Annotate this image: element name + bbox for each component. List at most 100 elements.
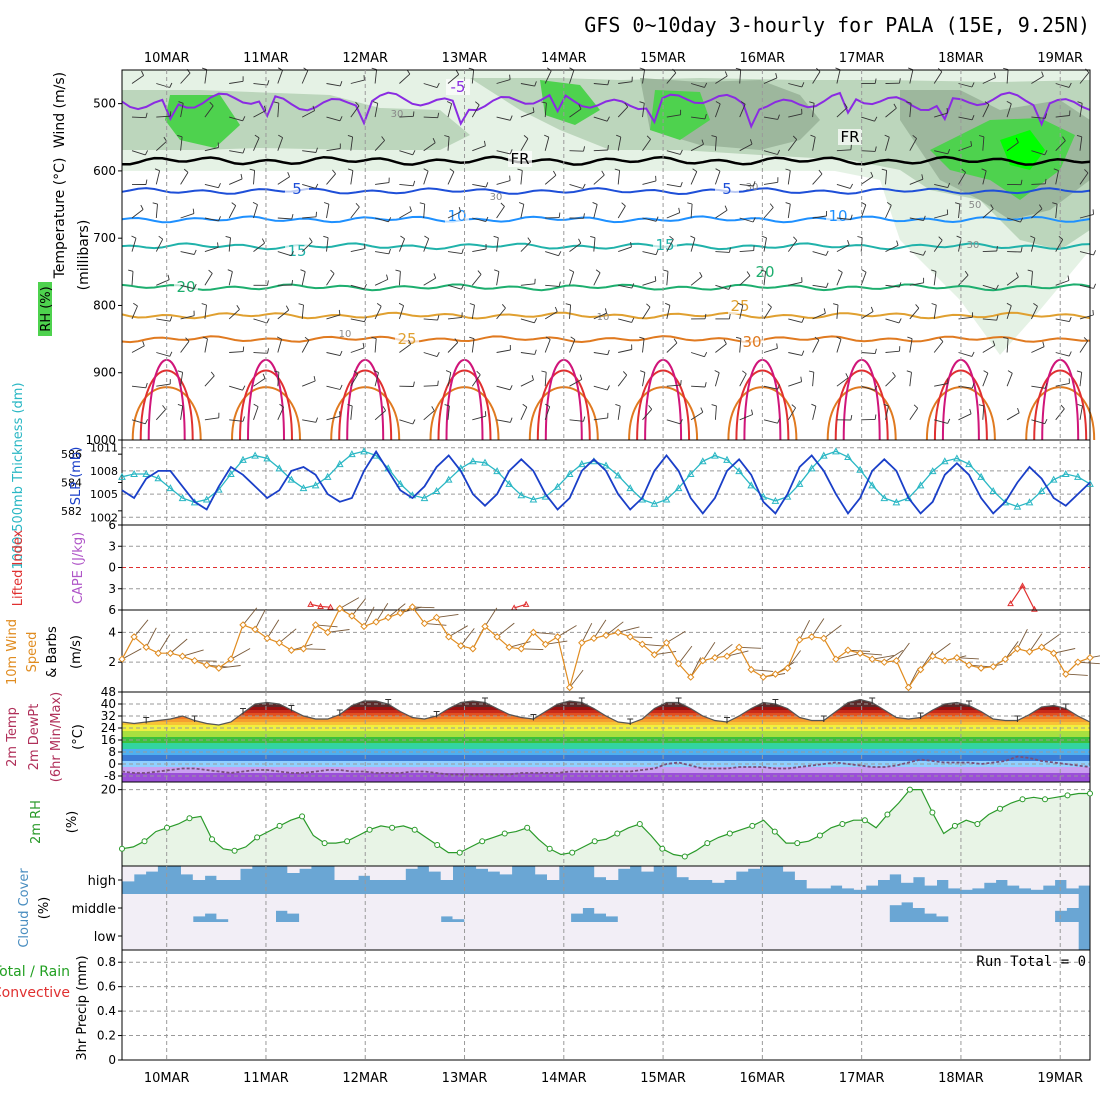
wind10-barb (799, 619, 811, 641)
wind-barb (301, 271, 306, 286)
wind-barb (860, 176, 874, 185)
wind-barb (982, 208, 994, 219)
wind-barb-flag (454, 338, 459, 343)
wind-barb (1006, 217, 1021, 223)
wind-barb-flag (449, 168, 455, 173)
wind-barb (1055, 204, 1058, 219)
rh2m-point (299, 813, 306, 820)
cloud-cell-high (476, 866, 489, 869)
cloud-cell-high (334, 866, 347, 880)
temp-ylabel-minmax: (6hr Min/Max) (49, 692, 64, 782)
cloud-cell-middle (783, 894, 796, 922)
wind10-point (202, 661, 211, 669)
cloud-cell-low (759, 922, 772, 950)
contour-label-bg (285, 243, 309, 259)
wind-barb (520, 379, 534, 387)
wind-barb (593, 312, 607, 320)
cloud-cell-low (322, 922, 335, 950)
rh2m-point (974, 821, 981, 827)
wind-barb-flag (353, 370, 359, 375)
cloud-cell-middle (960, 894, 973, 922)
rh-contour-label: 30 (967, 240, 980, 251)
wind-barb (472, 415, 486, 421)
wind-barb (472, 183, 487, 188)
wind-barb (933, 71, 943, 84)
wind-barb-flag (158, 235, 163, 240)
wind-barb (520, 83, 535, 87)
wind-barb-flag (832, 303, 839, 306)
wind-barb-flag (276, 336, 282, 340)
temp-band (122, 699, 1090, 707)
thickness-point (432, 486, 441, 494)
cloud-cell-low (960, 922, 973, 950)
wind-barb-flag (388, 217, 392, 222)
temp-ylabel-2mtemp: 2m Temp (5, 707, 20, 767)
contour-label: FR (840, 128, 859, 146)
wind-barb (204, 147, 219, 152)
cloud-cell-low (1031, 922, 1044, 950)
wind-barb (496, 271, 500, 286)
cloud-cell-middle (228, 894, 241, 922)
cloud-cell-middle (1054, 894, 1067, 911)
wind-barb (180, 315, 195, 320)
wind-barb-flag (133, 302, 138, 307)
wind-barb-flag (954, 202, 961, 205)
wind-barb (423, 203, 426, 219)
thickness-point (178, 494, 187, 502)
cloud-cell-low (511, 922, 524, 950)
thickness-point (977, 472, 985, 480)
wind-barb-flag (541, 370, 547, 373)
wind-barb-flag (493, 235, 499, 239)
wind-barb-flag (908, 67, 914, 71)
cloud-cell-middle (1066, 894, 1079, 908)
wind-barb (593, 417, 608, 421)
thickness-point (154, 474, 163, 482)
top-date-label: 11MAR (243, 51, 289, 66)
wind-barb-flag (793, 236, 798, 241)
wind-barb (666, 183, 681, 188)
wind-barb (593, 385, 608, 391)
wind-barb (520, 352, 535, 355)
wind-barb (544, 103, 547, 118)
wind-barb-flag (578, 104, 582, 110)
wind-barb-flag (144, 150, 149, 156)
thickness-point (614, 471, 622, 479)
wind-barb (423, 318, 438, 321)
wind-barb-flag (315, 147, 318, 153)
wind-barb (301, 110, 315, 118)
wind10-barb (823, 624, 842, 639)
wind-barb (204, 375, 215, 387)
cloud-cell-high (287, 866, 300, 873)
wind-barb-flag (835, 67, 841, 71)
wind-barb (885, 170, 888, 185)
wind-barb-flag (263, 105, 267, 111)
wind10-point (832, 655, 840, 663)
cloud-cell-low (735, 922, 749, 950)
cloud-cell-low (145, 922, 158, 950)
bottom-date-label: 10MAR (144, 1071, 190, 1086)
wind-barb (666, 150, 681, 155)
wind10-barb (557, 625, 577, 638)
wind-barb (788, 352, 803, 356)
wind-barb-flag (518, 202, 524, 205)
wind-barb (496, 419, 511, 423)
wind-barb-flag (347, 134, 353, 138)
contour-label-bg (740, 334, 764, 350)
bottom-date-label: 12MAR (342, 1071, 388, 1086)
cloud-cell-middle (1042, 894, 1056, 922)
cloud-cell-middle (617, 894, 631, 922)
wind-barb (301, 340, 310, 353)
cloud-cell-middle (511, 894, 524, 922)
cloud-cell-middle (830, 894, 843, 922)
wind-barb-flag (947, 418, 951, 424)
wind-barb-flag (823, 308, 826, 314)
thickness-point (723, 455, 731, 463)
cloud-cell-low (381, 922, 394, 950)
wind-barb (909, 103, 912, 118)
wind-barb (1079, 251, 1094, 256)
wind-barb-flag (898, 282, 902, 288)
wind-barb-flag (209, 101, 214, 107)
wind-barb (714, 372, 720, 387)
cloud-cell-middle (122, 894, 135, 922)
cloud-cell-low (794, 922, 808, 950)
